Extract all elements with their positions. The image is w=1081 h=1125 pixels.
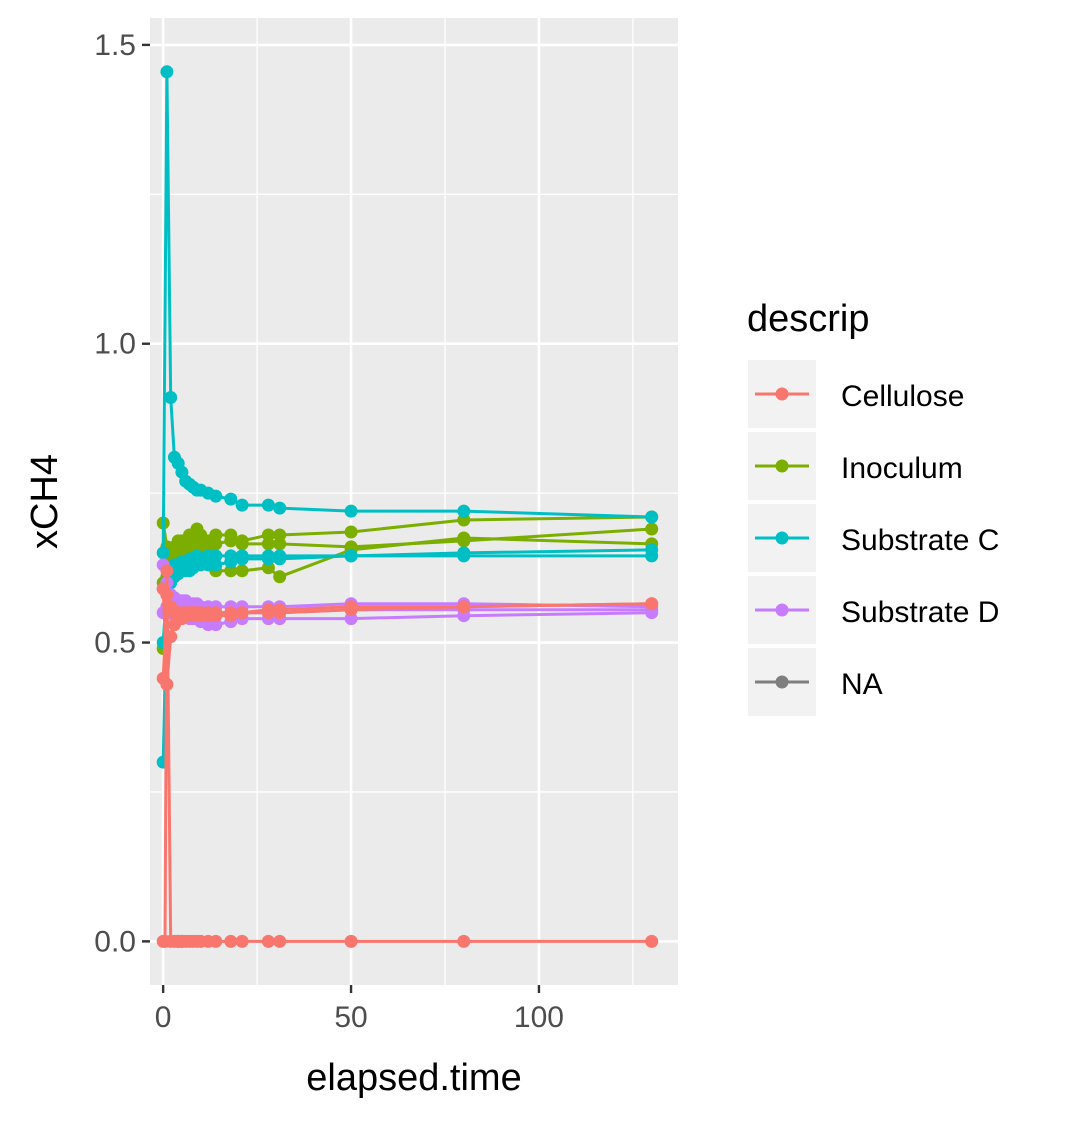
legend-key-point bbox=[775, 531, 789, 545]
data-point bbox=[273, 603, 287, 617]
data-point bbox=[261, 603, 275, 617]
data-point bbox=[344, 549, 358, 563]
legend-title: descrip bbox=[747, 298, 870, 340]
data-point bbox=[645, 522, 659, 536]
y-tick-label: 0.5 bbox=[94, 627, 136, 660]
legend-item-na: NA bbox=[748, 648, 883, 716]
data-point bbox=[224, 492, 238, 506]
data-point bbox=[261, 934, 275, 948]
data-point bbox=[273, 537, 287, 551]
legend-label: Inoculum bbox=[841, 452, 963, 485]
data-point bbox=[261, 537, 275, 551]
data-point bbox=[273, 934, 287, 948]
data-point bbox=[209, 606, 223, 620]
data-point bbox=[273, 570, 287, 584]
data-point bbox=[344, 612, 358, 626]
data-point bbox=[457, 600, 471, 614]
x-axis-title: elapsed.time bbox=[306, 1057, 521, 1099]
legend-key-point bbox=[775, 603, 789, 617]
data-point bbox=[273, 501, 287, 515]
data-point bbox=[209, 934, 223, 948]
data-point bbox=[235, 564, 249, 578]
data-point bbox=[224, 534, 238, 548]
data-point bbox=[235, 537, 249, 551]
legend-item-substrate-d: Substrate D bbox=[748, 576, 999, 644]
data-point bbox=[457, 504, 471, 518]
x-tick-label: 50 bbox=[334, 1001, 367, 1034]
x-tick-label: 0 bbox=[155, 1001, 172, 1034]
legend-label: Substrate D bbox=[841, 596, 999, 629]
data-point bbox=[209, 549, 223, 563]
data-point bbox=[457, 934, 471, 948]
data-point bbox=[224, 934, 238, 948]
data-point bbox=[209, 489, 223, 503]
data-point bbox=[273, 528, 287, 542]
minor-grid bbox=[150, 18, 678, 985]
data-point bbox=[645, 606, 659, 620]
data-point bbox=[209, 537, 223, 551]
data-point bbox=[235, 606, 249, 620]
data-point bbox=[645, 934, 659, 948]
data-point bbox=[645, 549, 659, 563]
data-point bbox=[457, 513, 471, 527]
data-point bbox=[160, 65, 174, 79]
legend-label: Substrate C bbox=[841, 524, 999, 557]
data-point bbox=[261, 561, 275, 575]
legend-label: NA bbox=[841, 668, 883, 701]
data-point bbox=[224, 606, 238, 620]
legend-key-point bbox=[775, 387, 789, 401]
data-point bbox=[273, 552, 287, 566]
data-point bbox=[344, 525, 358, 539]
legend-key-point bbox=[775, 459, 789, 473]
data-point bbox=[209, 618, 223, 632]
data-point bbox=[344, 600, 358, 614]
data-point bbox=[261, 528, 275, 542]
y-tick-label: 1.0 bbox=[94, 328, 136, 361]
legend-item-inoculum: Inoculum bbox=[748, 432, 963, 500]
data-point bbox=[645, 510, 659, 524]
legend-label: Cellulose bbox=[841, 380, 964, 413]
series-cellulose bbox=[156, 564, 659, 948]
legend: descrip Cellulose Inoculum Substrate C Subs… bbox=[747, 298, 999, 716]
data-point bbox=[645, 597, 659, 611]
x-tick-label: 100 bbox=[514, 1001, 564, 1034]
data-point bbox=[235, 552, 249, 566]
data-point bbox=[160, 564, 174, 578]
data-point bbox=[344, 504, 358, 518]
data-point bbox=[209, 528, 223, 542]
data-point bbox=[457, 549, 471, 563]
data-point bbox=[261, 552, 275, 566]
legend-item-substrate-c: Substrate C bbox=[748, 504, 999, 572]
data-point bbox=[224, 564, 238, 578]
data-point bbox=[209, 558, 223, 572]
data-point bbox=[235, 934, 249, 948]
y-axis-title: xCH4 bbox=[24, 454, 66, 549]
legend-key-point bbox=[775, 675, 789, 689]
series-substrate-c bbox=[156, 65, 659, 560]
data-point bbox=[156, 546, 170, 560]
data-point bbox=[457, 609, 471, 623]
y-tick-label: 1.5 bbox=[94, 29, 136, 62]
data-point bbox=[261, 498, 275, 512]
data-point bbox=[224, 555, 238, 569]
data-point bbox=[235, 498, 249, 512]
data-point bbox=[164, 391, 178, 404]
y-tick-label: 0.0 bbox=[94, 925, 136, 958]
legend-item-cellulose: Cellulose bbox=[748, 360, 964, 428]
axes-layer: 0 50 100 0.0 0.5 1.0 1.5 bbox=[94, 29, 564, 1034]
data-point bbox=[344, 934, 358, 948]
series-layer bbox=[156, 65, 659, 948]
data-point bbox=[457, 531, 471, 545]
